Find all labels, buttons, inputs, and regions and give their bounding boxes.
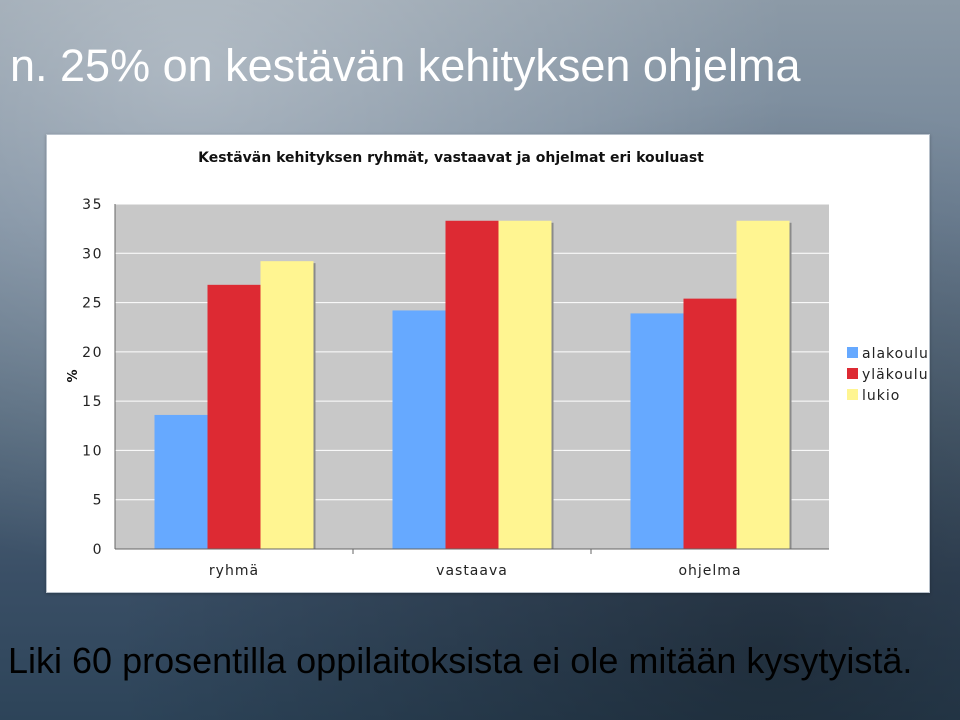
y-tick-label: 5 — [93, 493, 103, 509]
y-tick-label: 15 — [82, 394, 103, 410]
y-tick-label: 0 — [93, 542, 103, 558]
y-tick-label: 20 — [82, 345, 103, 361]
legend-label-lukio: lukio — [862, 388, 900, 404]
y-axis-label: % — [66, 369, 81, 382]
x-tick-label: vastaava — [436, 563, 508, 579]
bar-yläkoulu-ohjelma — [683, 298, 737, 549]
bar-yläkoulu-ryhmä — [207, 284, 261, 549]
legend-label-yläkoulu: yläkoulu — [862, 367, 929, 383]
bar-chart: Kestävän kehityksen ryhmät, vastaavat ja… — [66, 150, 929, 579]
legend: alakoulu yläkoulu lukio — [847, 346, 929, 404]
chart-container: Kestävän kehityksen ryhmät, vastaavat ja… — [46, 134, 930, 593]
legend-label-alakoulu: alakoulu — [862, 346, 929, 362]
bar-alakoulu-ryhmä — [154, 414, 208, 549]
legend-swatch-lukio — [847, 389, 858, 400]
slide-title: n. 25% on kestävän kehityksen ohjelma — [10, 40, 801, 91]
axes: 0 5 10 15 20 25 30 35 ryhmä vastaava ohjelma — [82, 197, 829, 579]
slide-footer-text: Liki 60 prosentilla oppilaitoksista ei o… — [8, 640, 913, 681]
chart-title: Kestävän kehityksen ryhmät, vastaavat ja… — [198, 150, 704, 166]
bar-lukio-ohjelma — [736, 220, 790, 549]
y-tick-label: 25 — [82, 296, 103, 312]
y-tick-label: 10 — [82, 443, 103, 459]
legend-swatch-alakoulu — [847, 347, 858, 358]
y-tick-label: 35 — [82, 197, 103, 213]
bar-yläkoulu-vastaava — [445, 220, 499, 549]
bar-alakoulu-ohjelma — [630, 313, 684, 549]
legend-swatch-yläkoulu — [847, 368, 858, 379]
x-tick-label: ryhmä — [209, 563, 259, 579]
bar-lukio-ryhmä — [260, 261, 314, 549]
bar-alakoulu-vastaava — [392, 310, 446, 549]
x-tick-label: ohjelma — [678, 563, 741, 579]
bar-lukio-vastaava — [498, 220, 552, 549]
bars — [154, 220, 792, 549]
y-tick-label: 30 — [82, 246, 103, 262]
